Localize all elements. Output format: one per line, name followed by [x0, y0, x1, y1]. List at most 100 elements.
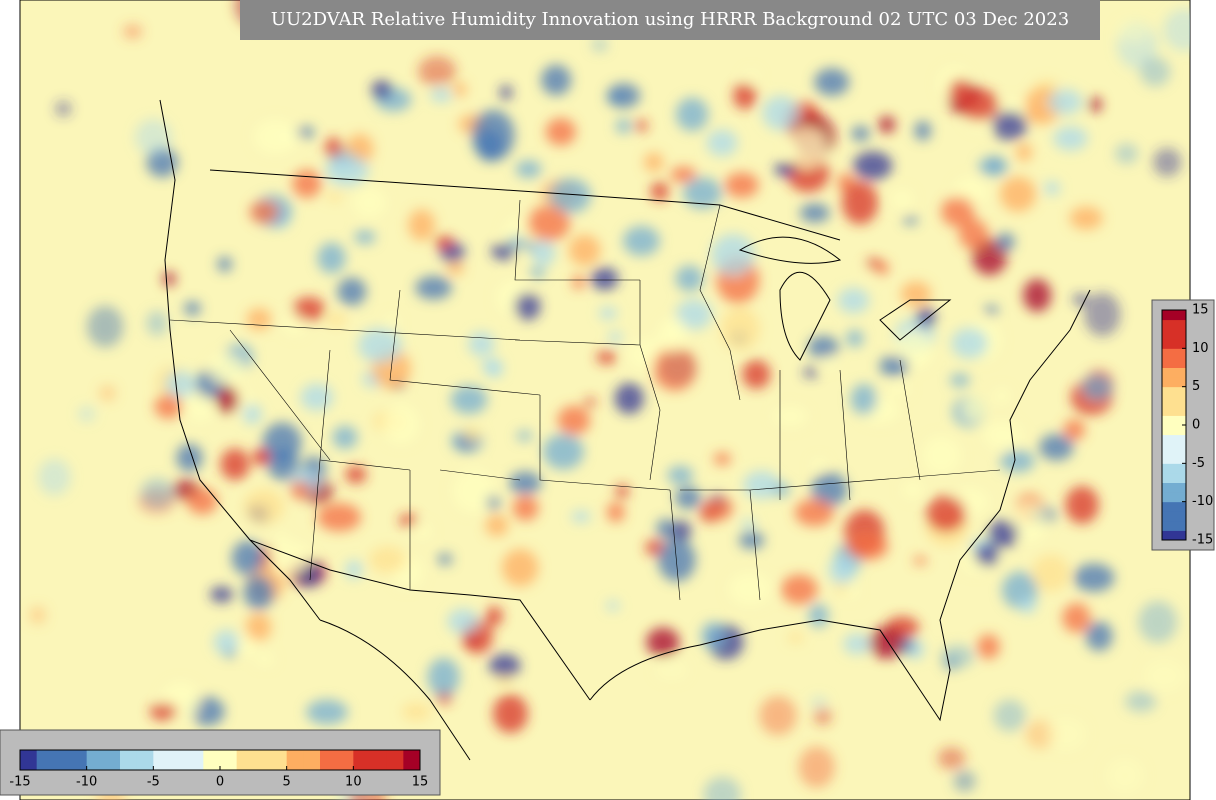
colorbar-tick-label: 10 — [1192, 341, 1209, 356]
colorbar-segment — [36, 750, 54, 770]
field-blob — [812, 458, 826, 472]
field-blob — [452, 468, 496, 513]
field-blob — [1027, 107, 1041, 122]
field-blob — [246, 308, 272, 331]
field-blob — [615, 118, 632, 134]
field-blob — [1115, 143, 1138, 164]
field-blob — [1044, 181, 1060, 196]
field-blob — [850, 383, 877, 415]
colorbar-tick-label: 5 — [283, 775, 291, 790]
field-blob — [499, 85, 513, 100]
field-blob — [249, 200, 280, 224]
colorbar-segment — [20, 750, 38, 770]
field-blob — [614, 382, 644, 415]
field-blob — [317, 242, 346, 274]
field-blob — [549, 178, 592, 214]
field-blob — [655, 660, 688, 681]
field-blob — [584, 397, 597, 407]
field-blob — [468, 331, 495, 357]
field-blob — [999, 176, 1037, 212]
field-blob — [773, 406, 808, 427]
colorbar-segment — [53, 750, 71, 770]
field-blob — [1046, 717, 1087, 751]
field-blob — [1085, 621, 1113, 652]
lake-superior — [738, 236, 842, 264]
field-blob — [325, 312, 347, 327]
field-blob — [711, 233, 755, 276]
field-blob — [846, 533, 889, 560]
colorbar-segment — [386, 750, 404, 770]
colorbar-segment — [1162, 472, 1186, 483]
field-blob — [890, 189, 914, 209]
field-blob — [292, 169, 322, 198]
field-blob — [941, 196, 975, 227]
field-blob — [245, 612, 272, 642]
field-blob — [781, 574, 818, 605]
field-blob — [799, 203, 830, 223]
field-blob — [926, 495, 966, 533]
field-blob — [959, 89, 1000, 121]
colorbar-segment — [136, 750, 154, 770]
field-blob — [325, 155, 369, 187]
field-blob — [653, 346, 697, 391]
field-blob — [772, 483, 791, 497]
field-blob — [450, 385, 488, 415]
field-blob — [1011, 501, 1048, 544]
field-blob — [256, 652, 274, 666]
field-blob — [1053, 126, 1088, 151]
field-blob — [978, 156, 1009, 177]
field-blob — [86, 305, 124, 348]
field-blob — [703, 776, 741, 800]
field-blob — [1039, 433, 1074, 461]
field-blob — [878, 116, 896, 134]
field-blob — [1084, 292, 1121, 337]
field-blob — [837, 287, 870, 314]
field-blob — [1000, 449, 1035, 473]
field-blob — [1065, 485, 1099, 524]
field-blob — [437, 553, 453, 565]
field-blob — [1062, 603, 1092, 633]
colorbar-segment — [1162, 444, 1186, 455]
field-blob — [253, 119, 298, 155]
field-blob — [217, 256, 232, 272]
field-blob — [1163, 8, 1190, 52]
field-blob — [146, 310, 168, 336]
colorbar-segment — [353, 750, 371, 770]
colorbar-tick-label: -5 — [1192, 456, 1205, 471]
field-blob — [491, 243, 517, 260]
field-blob — [186, 394, 215, 422]
field-blob — [386, 314, 399, 330]
field-blob — [418, 55, 457, 87]
field-blob — [162, 271, 176, 286]
field-blob — [828, 555, 857, 585]
field-blob — [657, 538, 696, 582]
colorbar-segment — [103, 750, 121, 770]
field-blob — [657, 318, 688, 353]
colorbar-segment — [403, 750, 421, 770]
field-blob — [324, 137, 343, 159]
state-line — [169, 199, 1001, 601]
colorbar-segment — [153, 750, 171, 770]
field-blob — [759, 695, 797, 736]
colorbar-segment — [1162, 377, 1186, 388]
field-blob — [841, 181, 879, 225]
colorbar-segment — [1162, 501, 1186, 512]
colorbar-segment — [70, 750, 88, 770]
colorbar-segment — [1162, 405, 1186, 416]
field-blob — [262, 422, 302, 463]
colorbar-segment — [286, 750, 304, 770]
field-blob — [808, 603, 829, 628]
colorbar-segment — [1162, 338, 1186, 349]
colorbar-segment — [1162, 511, 1186, 522]
field-blob — [509, 471, 542, 495]
field-blob — [176, 443, 203, 472]
colorbar-segment — [186, 750, 204, 770]
field-blob — [531, 239, 556, 267]
colorbar-segment — [1162, 310, 1186, 321]
field-blob — [743, 70, 760, 85]
field-blob — [951, 327, 989, 359]
map-title: UU2DVAR Relative Humidity Innovation usi… — [271, 9, 1069, 30]
field-blob — [208, 353, 246, 385]
field-blob — [913, 355, 927, 366]
field-blob — [427, 657, 460, 697]
